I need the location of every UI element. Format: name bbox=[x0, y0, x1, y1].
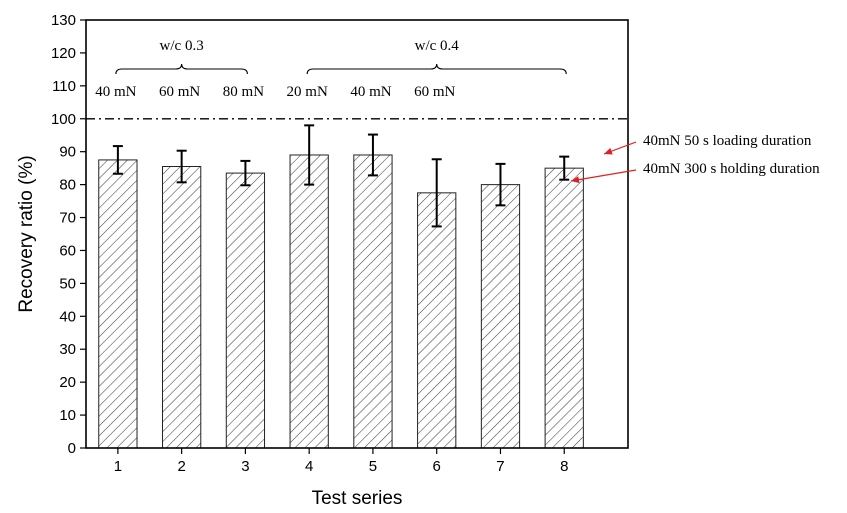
x-tick-label: 4 bbox=[305, 458, 313, 475]
x-tick-label: 5 bbox=[369, 458, 377, 475]
y-tick-label: 20 bbox=[59, 374, 76, 391]
x-tick-label: 2 bbox=[177, 458, 185, 475]
x-tick-label: 6 bbox=[433, 458, 441, 475]
plot-frame bbox=[85, 19, 629, 449]
y-tick-label: 100 bbox=[51, 111, 76, 128]
y-tick-label: 30 bbox=[59, 341, 76, 358]
load-label: 60 mN bbox=[414, 84, 455, 100]
y-tick-label: 110 bbox=[52, 78, 76, 95]
bar-1 bbox=[98, 159, 138, 449]
y-tick-label: 0 bbox=[68, 440, 76, 457]
x-tick-label: 8 bbox=[560, 458, 568, 475]
x-tick-label: 3 bbox=[241, 458, 249, 475]
bar-4 bbox=[289, 154, 329, 449]
bar-3 bbox=[225, 172, 266, 449]
x-tick-label: 7 bbox=[496, 458, 504, 475]
annotation-arrow-head bbox=[604, 147, 613, 155]
y-tick-label: 120 bbox=[51, 45, 76, 62]
bar-6 bbox=[417, 192, 457, 449]
y-tick-label: 60 bbox=[59, 242, 76, 259]
annotation-text: 40mN 300 s holding duration bbox=[643, 161, 820, 177]
y-tick-label: 70 bbox=[59, 210, 76, 227]
y-axis-title: Recovery ratio (%) bbox=[16, 155, 37, 312]
x-tick-label: 1 bbox=[114, 458, 122, 475]
group-label: w/c 0.4 bbox=[415, 38, 460, 54]
annotation-arrow bbox=[570, 169, 637, 182]
y-tick-label: 80 bbox=[59, 177, 76, 194]
bar-8 bbox=[544, 167, 584, 449]
load-label: 40 mN bbox=[350, 84, 391, 100]
bar-7 bbox=[480, 184, 521, 449]
bar-2 bbox=[162, 166, 202, 449]
y-tick-label: 130 bbox=[51, 12, 76, 29]
y-tick-label: 40 bbox=[59, 308, 76, 325]
y-tick-label: 90 bbox=[59, 144, 76, 161]
load-label: 40 mN bbox=[95, 84, 136, 100]
group-label: w/c 0.3 bbox=[160, 38, 204, 54]
group-brace-2 bbox=[306, 63, 567, 75]
bar-5 bbox=[353, 154, 393, 449]
load-label: 60 mN bbox=[159, 84, 200, 100]
annotation-arrow-head bbox=[571, 176, 580, 184]
load-label: 80 mN bbox=[223, 84, 264, 100]
y-tick-label: 50 bbox=[59, 275, 76, 292]
y-tick-label: 10 bbox=[59, 407, 76, 424]
group-brace-1 bbox=[115, 63, 248, 75]
load-label: 20 mN bbox=[287, 84, 328, 100]
x-axis-title: Test series bbox=[312, 488, 403, 509]
annotation-text: 40mN 50 s loading duration bbox=[643, 133, 812, 149]
